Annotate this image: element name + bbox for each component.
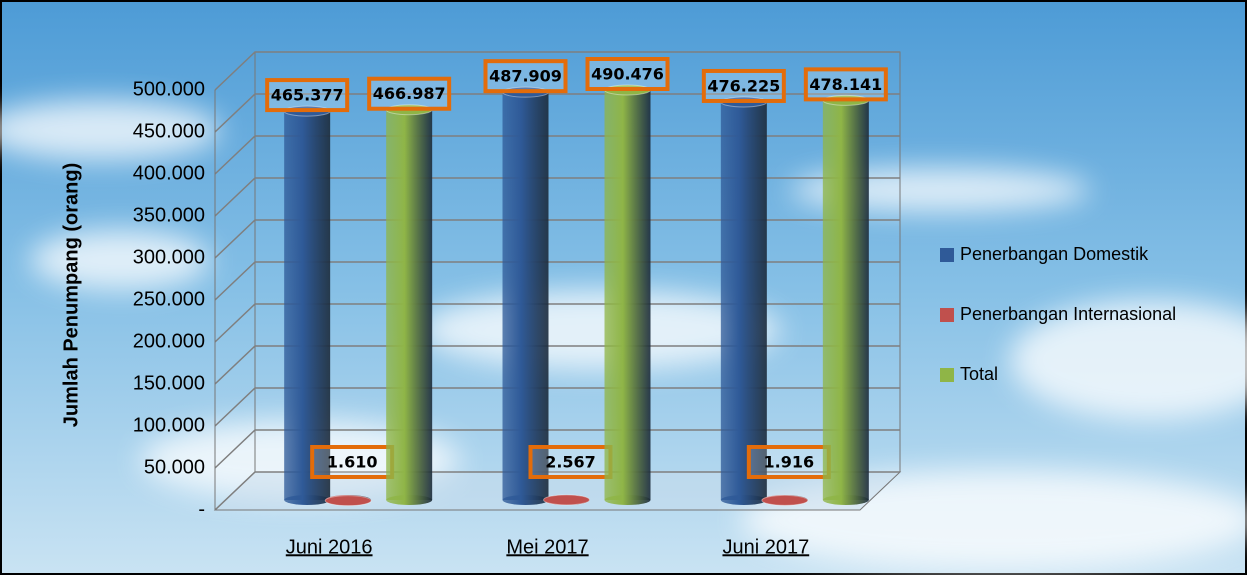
bar-cap: [762, 495, 808, 505]
value-label: 490.476: [591, 65, 664, 84]
y-tick-label: 300.000: [133, 246, 205, 268]
legend-swatch: [940, 248, 954, 262]
value-label: 476.225: [707, 76, 780, 95]
y-tick-label: 450.000: [133, 120, 205, 142]
y-axis-label: Jumlah Penumpang (orang): [60, 163, 82, 427]
legend-label: Penerbangan Internasional: [960, 304, 1176, 324]
x-tick-label: Juni 2017: [722, 536, 809, 558]
value-label: 465.377: [271, 86, 344, 105]
y-tick-label: 350.000: [133, 204, 205, 226]
y-tick-label: 150.000: [133, 372, 205, 394]
value-label: 1.610: [327, 453, 378, 472]
legend-label: Penerbangan Domestik: [960, 244, 1149, 264]
bar: [605, 90, 651, 500]
y-tick-label: 200.000: [133, 330, 205, 352]
bar: [823, 100, 869, 500]
y-tick-label: 400.000: [133, 162, 205, 184]
legend-swatch: [940, 308, 954, 322]
bar-cap: [544, 495, 590, 505]
chart: Jumlah Penumpang (orang) - 50.000 100.000 1…: [0, 0, 1247, 575]
bar-base: [386, 495, 432, 505]
y-tick-label: 50.000: [144, 456, 205, 478]
bar: [386, 110, 432, 500]
x-tick-label: Mei 2017: [506, 536, 588, 558]
x-tick-label: Juni 2016: [286, 536, 373, 558]
bar: [721, 102, 767, 500]
value-label: 466.987: [373, 84, 446, 103]
bar: [503, 92, 549, 500]
value-label: 2.567: [545, 453, 596, 472]
y-tick-label: 100.000: [133, 414, 205, 436]
legend-swatch: [940, 368, 954, 382]
bar: [284, 111, 330, 500]
legend-label: Total: [960, 364, 998, 384]
bar-base: [605, 495, 651, 505]
y-tick-label: 250.000: [133, 288, 205, 310]
bar-base: [284, 495, 330, 505]
value-label: 1.916: [764, 453, 815, 472]
bar-base: [503, 495, 549, 505]
bar-base: [823, 495, 869, 505]
value-label: 478.141: [809, 75, 882, 94]
y-tick-label: 500.000: [133, 78, 205, 100]
y-tick-label: -: [198, 498, 205, 520]
value-label: 487.909: [489, 67, 562, 86]
bar-base: [721, 495, 767, 505]
bar-cap: [325, 496, 371, 506]
